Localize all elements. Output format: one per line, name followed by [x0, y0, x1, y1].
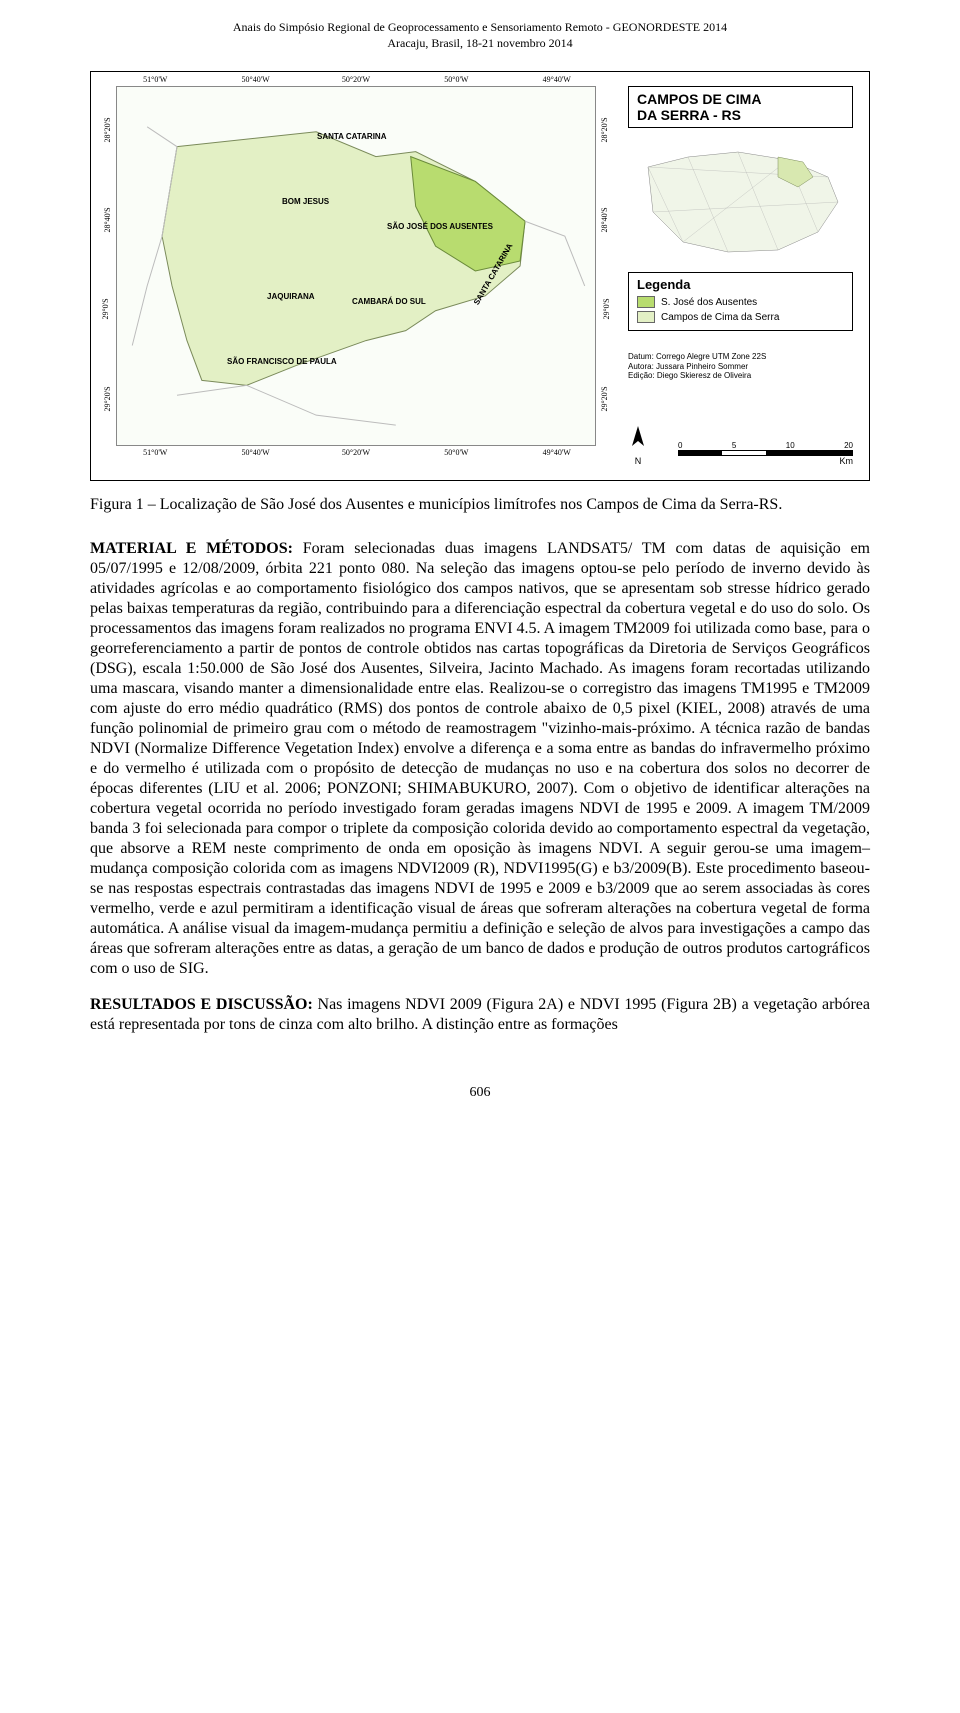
legend-swatch-1 — [637, 311, 655, 323]
xtick-top-4: 49°40'W — [543, 75, 571, 84]
xtick-bot-1: 50°40'W — [242, 448, 270, 457]
label-sao-jose: SÃO JOSÉ DOS AUSENTES — [387, 222, 493, 231]
scale-seg-0 — [679, 451, 722, 455]
scale-unit: Km — [678, 456, 853, 466]
xtick-top-3: 50°0'W — [444, 75, 468, 84]
scale-seg-1 — [722, 451, 765, 455]
resultados-heading: RESULTADOS E DISCUSSÃO: — [90, 996, 313, 1013]
map-main-panel: 51°0'W 50°40'W 50°20'W 50°0'W 49°40'W 51… — [116, 86, 596, 446]
map-title-line-2: DA SERRA - RS — [637, 107, 844, 123]
legend-swatch-0 — [637, 296, 655, 308]
xtick-bot-3: 50°0'W — [444, 448, 468, 457]
legend-label-1: Campos de Cima da Serra — [661, 312, 779, 323]
credit-autora: Autora: Jussara Pinheiro Sommer — [628, 362, 853, 372]
scale-ticks: 0 5 10 20 — [678, 441, 853, 450]
map-credits: Datum: Corrego Alegre UTM Zone 22S Autor… — [628, 352, 853, 381]
credit-edicao: Edição: Diego Skieresz de Oliveira — [628, 371, 853, 381]
map-title-line-1: CAMPOS DE CIMA — [637, 91, 844, 107]
xtick-bot-0: 51°0'W — [143, 448, 167, 457]
figure-1-caption: Figura 1 – Localização de São José dos A… — [90, 495, 870, 515]
scale-tick-2: 10 — [786, 441, 795, 450]
page-header: Anais do Simpósio Regional de Geoprocess… — [90, 20, 870, 51]
material-e-metodos-paragraph: MATERIAL E MÉTODOS: Foram selecionadas d… — [90, 539, 870, 979]
ytick-r-0: 28°20'S — [600, 118, 609, 143]
label-jaquirana: JAQUIRANA — [267, 292, 315, 301]
map-inset — [628, 142, 853, 262]
scale-seg-2 — [766, 451, 853, 455]
legend-row-0: S. José dos Ausentes — [637, 296, 844, 308]
label-cambara: CAMBARÁ DO SUL — [352, 297, 426, 306]
scale-tick-1: 5 — [732, 441, 736, 450]
header-line-1: Anais do Simpósio Regional de Geoprocess… — [90, 20, 870, 36]
legend-title: Legenda — [637, 277, 844, 292]
legend-row-1: Campos de Cima da Serra — [637, 311, 844, 323]
header-line-2: Aracaju, Brasil, 18-21 novembro 2014 — [90, 36, 870, 52]
xtick-top-0: 51°0'W — [143, 75, 167, 84]
xtick-top-1: 50°40'W — [242, 75, 270, 84]
map-figure: 51°0'W 50°40'W 50°20'W 50°0'W 49°40'W 51… — [90, 71, 870, 481]
scale-tick-3: 20 — [844, 441, 853, 450]
ytick-r-3: 29°20'S — [600, 386, 609, 411]
xtick-bot-4: 49°40'W — [543, 448, 571, 457]
north-scale-group: N 0 5 10 20 Km — [628, 426, 853, 466]
ytick-l-0: 28°20'S — [103, 118, 112, 143]
legend-box: Legenda S. José dos Ausentes Campos de C… — [628, 272, 853, 331]
material-body: Foram selecionadas duas imagens LANDSAT5… — [90, 540, 870, 977]
north-arrow-icon — [628, 426, 648, 454]
resultados-paragraph: RESULTADOS E DISCUSSÃO: Nas imagens NDVI… — [90, 995, 870, 1035]
north-arrow: N — [628, 426, 648, 466]
ytick-l-1: 28°40'S — [103, 207, 112, 232]
scale-bar: 0 5 10 20 Km — [678, 441, 853, 466]
legend-label-0: S. José dos Ausentes — [661, 297, 757, 308]
xtick-bot-2: 50°20'W — [342, 448, 370, 457]
label-santa-catarina: SANTA CATARINA — [317, 132, 386, 141]
scale-tick-0: 0 — [678, 441, 682, 450]
inset-svg — [628, 142, 853, 262]
ytick-r-1: 28°40'S — [600, 207, 609, 232]
label-sao-francisco: SÃO FRANCISCO DE PAULA — [227, 357, 337, 366]
map-title-box: CAMPOS DE CIMA DA SERRA - RS — [628, 86, 853, 128]
page-number: 606 — [90, 1085, 870, 1101]
ytick-l-2: 29°0'S — [101, 299, 110, 320]
north-label: N — [628, 456, 648, 466]
ytick-l-3: 29°20'S — [103, 386, 112, 411]
material-heading: MATERIAL E MÉTODOS: — [90, 540, 293, 557]
xtick-top-2: 50°20'W — [342, 75, 370, 84]
ytick-r-2: 29°0'S — [602, 299, 611, 320]
label-bom-jesus: BOM JESUS — [282, 197, 329, 206]
credit-datum: Datum: Corrego Alegre UTM Zone 22S — [628, 352, 853, 362]
